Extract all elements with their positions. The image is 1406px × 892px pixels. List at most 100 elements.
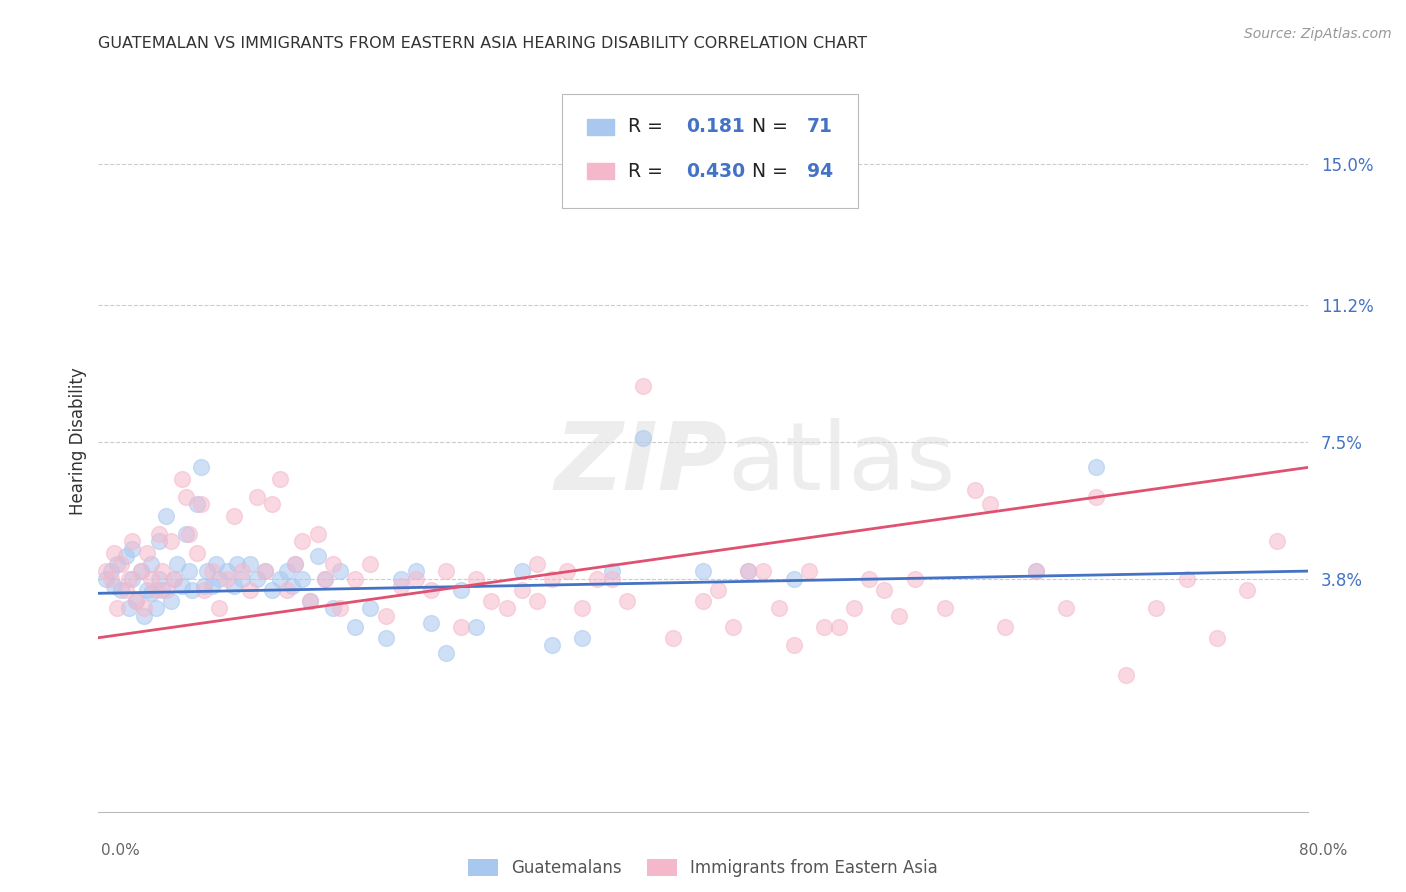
Point [224, 508, 246, 523]
Point [253, 564, 276, 578]
Point [1085, 460, 1108, 475]
FancyBboxPatch shape [561, 94, 858, 209]
Point [1054, 601, 1077, 615]
Point [129, 564, 152, 578]
Point [186, 546, 208, 560]
Point [405, 564, 427, 578]
Text: 0.0%: 0.0% [101, 843, 141, 858]
Point [284, 557, 307, 571]
Point [118, 601, 141, 615]
Point [145, 601, 167, 615]
Point [163, 572, 186, 586]
Point [166, 557, 188, 571]
Point [135, 582, 157, 597]
Point [420, 582, 443, 597]
Point [768, 601, 790, 615]
Point [276, 582, 298, 597]
Point [148, 572, 170, 586]
Text: R =: R = [628, 118, 675, 136]
Point [170, 471, 193, 485]
Point [434, 646, 457, 660]
Point [299, 593, 322, 607]
Point [121, 541, 143, 556]
Point [828, 619, 851, 633]
Point [246, 490, 269, 504]
Point [707, 582, 730, 597]
Point [571, 601, 593, 615]
Point [246, 572, 269, 586]
Point [125, 593, 148, 607]
Point [231, 564, 253, 578]
Point [193, 579, 215, 593]
Point [450, 619, 472, 633]
Point [1085, 490, 1108, 504]
Point [201, 564, 224, 578]
Point [129, 564, 152, 578]
Point [253, 564, 276, 578]
Point [723, 619, 745, 633]
Point [737, 564, 759, 578]
Point [105, 557, 128, 571]
Point [205, 557, 228, 571]
Point [239, 582, 262, 597]
Point [631, 431, 654, 445]
Point [148, 527, 170, 541]
Point [262, 498, 284, 512]
Point [360, 557, 382, 571]
Text: N =: N = [741, 118, 794, 136]
Point [752, 564, 775, 578]
Point [510, 582, 533, 597]
Point [934, 601, 956, 615]
Point [163, 572, 186, 586]
Point [465, 619, 488, 633]
Point [141, 557, 163, 571]
Legend: Guatemalans, Immigrants from Eastern Asia: Guatemalans, Immigrants from Eastern Asi… [461, 852, 945, 884]
Point [783, 638, 806, 652]
Point [148, 534, 170, 549]
Point [262, 582, 284, 597]
Point [224, 579, 246, 593]
Point [281, 579, 304, 593]
Point [179, 564, 201, 578]
Point [586, 572, 609, 586]
Point [160, 593, 183, 607]
Point [110, 557, 132, 571]
Point [195, 564, 218, 578]
Point [291, 534, 314, 549]
Point [150, 582, 173, 597]
Text: Source: ZipAtlas.com: Source: ZipAtlas.com [1244, 27, 1392, 41]
Point [276, 564, 298, 578]
Point [405, 572, 427, 586]
Point [322, 601, 344, 615]
Point [121, 534, 143, 549]
Point [616, 593, 638, 607]
Point [103, 546, 125, 560]
Bar [586, 119, 613, 135]
Point [125, 593, 148, 607]
Point [1024, 564, 1046, 578]
Point [1206, 631, 1229, 645]
Point [114, 582, 136, 597]
Point [420, 615, 443, 630]
Point [994, 619, 1017, 633]
Point [344, 572, 367, 586]
Point [602, 564, 624, 578]
Point [190, 460, 212, 475]
Point [322, 557, 344, 571]
Point [676, 164, 699, 178]
Text: 80.0%: 80.0% [1299, 843, 1347, 858]
Point [132, 608, 155, 623]
Point [540, 638, 562, 652]
Point [526, 557, 548, 571]
Point [783, 572, 806, 586]
Point [389, 572, 412, 586]
Point [160, 534, 183, 549]
Point [481, 593, 503, 607]
Text: N =: N = [741, 161, 794, 181]
Point [374, 631, 396, 645]
Point [150, 564, 173, 578]
Point [450, 582, 472, 597]
Point [692, 593, 714, 607]
Point [1144, 601, 1167, 615]
Point [201, 579, 224, 593]
